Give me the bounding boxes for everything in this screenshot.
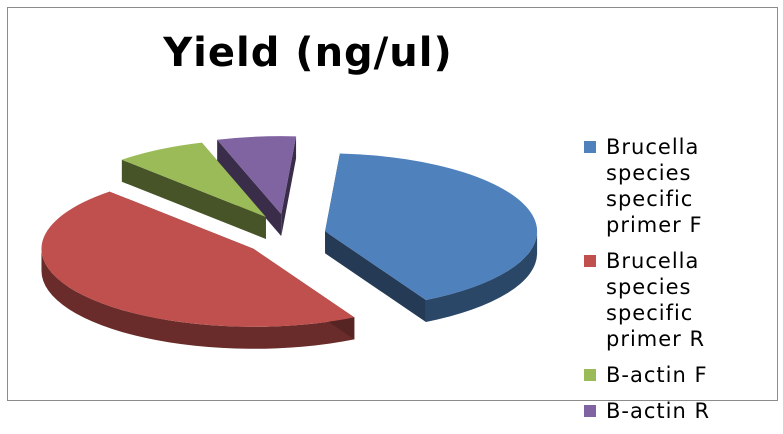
legend-label: B-actin R [606, 399, 711, 423]
pie-slice-top [121, 142, 266, 217]
pie-slice-wall [121, 159, 266, 239]
pie-slice-1 [41, 191, 355, 349]
legend-item-3: B-actin R [576, 398, 776, 424]
pie-chart [41, 136, 538, 349]
pie-slice-wall [281, 136, 297, 237]
pie-slice-side [425, 231, 538, 322]
legend-label: B-actin F [606, 363, 708, 387]
legend: Brucella species specific primer F Brucel… [576, 134, 776, 434]
pie-slice-top [41, 191, 355, 327]
legend-swatch [584, 405, 596, 417]
legend-swatch [584, 369, 596, 381]
pie-slice-3 [217, 136, 297, 237]
chart-title: Yield (ng/ul) [163, 30, 453, 76]
pie-slice-top [325, 153, 538, 300]
legend-item-0: Brucella species specific primer F [576, 134, 776, 238]
chart-frame: Yield (ng/ul) Brucella species specific … [7, 7, 778, 423]
pie-slice-top [217, 136, 297, 215]
pie-slice-wall [217, 139, 282, 237]
legend-swatch [584, 255, 596, 267]
legend-swatch [584, 141, 596, 153]
legend-item-1: Brucella species specific primer R [576, 248, 776, 352]
legend-label: Brucella species specific primer R [606, 249, 706, 351]
pie-slice-side [41, 248, 355, 349]
pie-slice-2 [121, 142, 266, 239]
legend-label: Brucella species specific primer F [606, 135, 703, 237]
pie-slice-0 [325, 153, 538, 322]
pie-slice-wall [325, 231, 426, 322]
legend-item-2: B-actin F [576, 362, 776, 388]
